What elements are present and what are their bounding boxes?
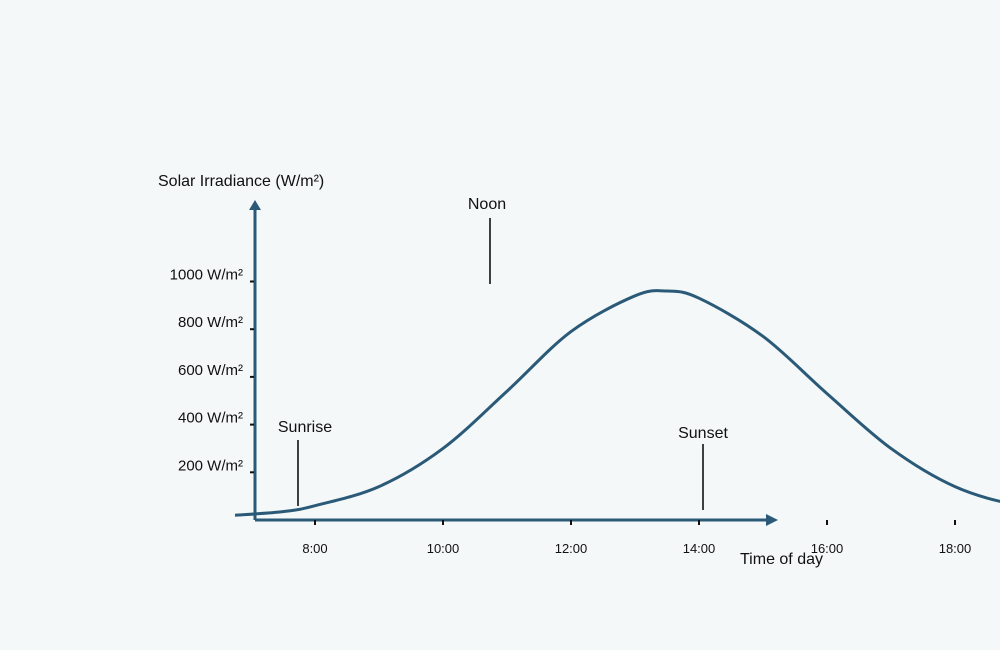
y-axis-label: Solar Irradiance (W/m²)	[158, 173, 324, 190]
x-tick-label: 16:00	[811, 541, 844, 556]
x-tick-label: 8:00	[302, 541, 327, 556]
irradiance-curve	[234, 289, 1000, 517]
y-tick-label: 1000 W/m²	[170, 267, 243, 284]
y-axis-arrow	[249, 200, 261, 210]
y-tick-label: 800 W/m²	[178, 314, 243, 331]
x-tick-label: 12:00	[555, 541, 588, 556]
y-ticks: 200 W/m² 400 W/m² 600 W/m² 800 W/m² 1000 W/m…	[170, 267, 254, 474]
sunset-label: Sunset	[678, 425, 728, 442]
annotations: Sunrise Noon Sunset	[278, 196, 728, 510]
sunrise-label: Sunrise	[278, 419, 332, 436]
x-axis-arrow	[766, 514, 778, 526]
series	[234, 289, 1000, 517]
x-tick-label: 14:00	[683, 541, 716, 556]
x-tick-label: 10:00	[427, 541, 460, 556]
x-tick-label: 18:00	[939, 541, 972, 556]
axes	[249, 200, 778, 526]
y-tick-label: 200 W/m²	[178, 457, 243, 474]
x-axis-label: Time of day	[740, 551, 823, 568]
y-tick-label: 400 W/m²	[178, 410, 243, 427]
y-tick-label: 600 W/m²	[178, 362, 243, 379]
noon-label: Noon	[468, 196, 506, 213]
